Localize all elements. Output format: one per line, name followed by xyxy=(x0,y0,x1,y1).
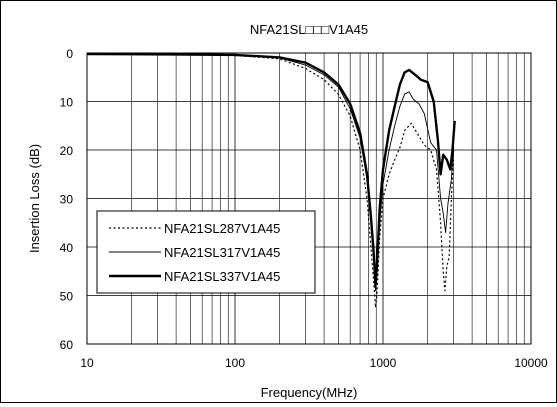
y-tick-label: 40 xyxy=(60,241,74,255)
series-line-1 xyxy=(86,53,455,309)
plot-area xyxy=(86,52,532,345)
legend-entry-3: NFA21SL337V1A45 xyxy=(164,269,280,284)
y-tick-label: 30 xyxy=(60,193,74,207)
y-tick-label: 20 xyxy=(60,144,74,158)
y-tick-label: 0 xyxy=(66,47,73,61)
y-tick-label: 10 xyxy=(60,96,74,110)
x-axis-label: Frequency(MHz) xyxy=(261,385,358,400)
legend-entry-2: NFA21SL317V1A45 xyxy=(164,245,280,260)
chart-title: NFA21SL□□□V1A45 xyxy=(250,22,368,37)
x-tick-label: 10 xyxy=(80,356,94,370)
series-group xyxy=(86,52,456,309)
series-line-2 xyxy=(86,53,455,292)
tick-labels: 0 10 20 30 40 50 60 10 100 1000 10000 xyxy=(60,47,548,370)
y-tick-label: 50 xyxy=(60,290,74,304)
legend-entry-1: NFA21SL287V1A45 xyxy=(164,221,280,236)
y-tick-label: 60 xyxy=(60,338,74,352)
legend: NFA21SL287V1A45 NFA21SL317V1A45 NFA21SL337… xyxy=(96,210,316,294)
y-axis-label: Insertion Loss (dB) xyxy=(27,144,42,253)
x-tick-label: 10000 xyxy=(514,356,548,370)
series-line-3 xyxy=(86,52,456,287)
grid-lines xyxy=(87,53,531,344)
x-tick-label: 1000 xyxy=(370,356,397,370)
x-tick-label: 100 xyxy=(225,356,245,370)
legend-box xyxy=(96,210,316,294)
